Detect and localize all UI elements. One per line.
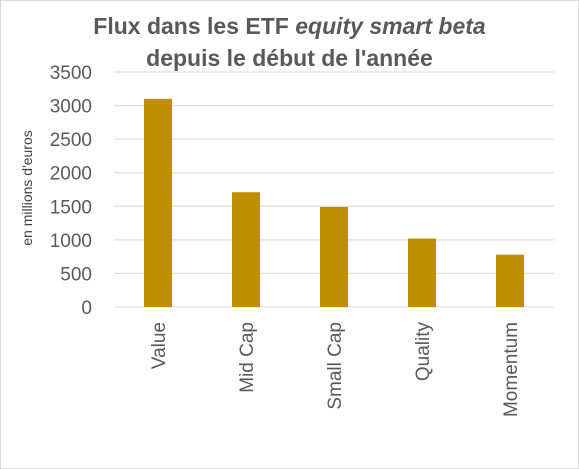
bar-value [144, 98, 172, 307]
x-category-label: Mid Cap [237, 322, 258, 393]
title-line1-italic: equity smart beta [295, 13, 486, 39]
x-category-label: Small Cap [325, 322, 346, 410]
x-axis-categories: Value Mid Cap Small Cap Quality Momentum [149, 322, 522, 418]
y-tick-label: 1500 [50, 197, 92, 218]
y-tick-label: 0 [81, 298, 92, 319]
title-line2: depuis le début de l'année [146, 45, 433, 71]
chart-title: Flux dans les ETF equity smart beta depu… [0, 10, 579, 74]
y-tick-label: 2500 [50, 130, 92, 151]
bar-small-cap [320, 206, 348, 307]
y-tick-label: 3500 [50, 63, 92, 84]
y-axis-ticks: 0 500 1000 1500 2000 2500 3000 3500 [50, 63, 92, 319]
bar-momentum [496, 254, 524, 307]
bars [144, 98, 524, 307]
y-tick-label: 3000 [50, 97, 92, 118]
y-tick-label: 1000 [50, 231, 92, 252]
title-line1-prefix: Flux dans les ETF [93, 13, 296, 39]
x-category-label: Quality [413, 322, 434, 382]
y-tick-label: 2000 [50, 164, 92, 185]
y-tick-label: 500 [60, 264, 92, 285]
x-category-label: Momentum [501, 322, 522, 417]
bar-quality [408, 238, 436, 307]
x-category-label: Value [149, 322, 170, 369]
bar-mid-cap [232, 192, 260, 307]
y-axis-label: en millions d'euros [19, 130, 35, 246]
